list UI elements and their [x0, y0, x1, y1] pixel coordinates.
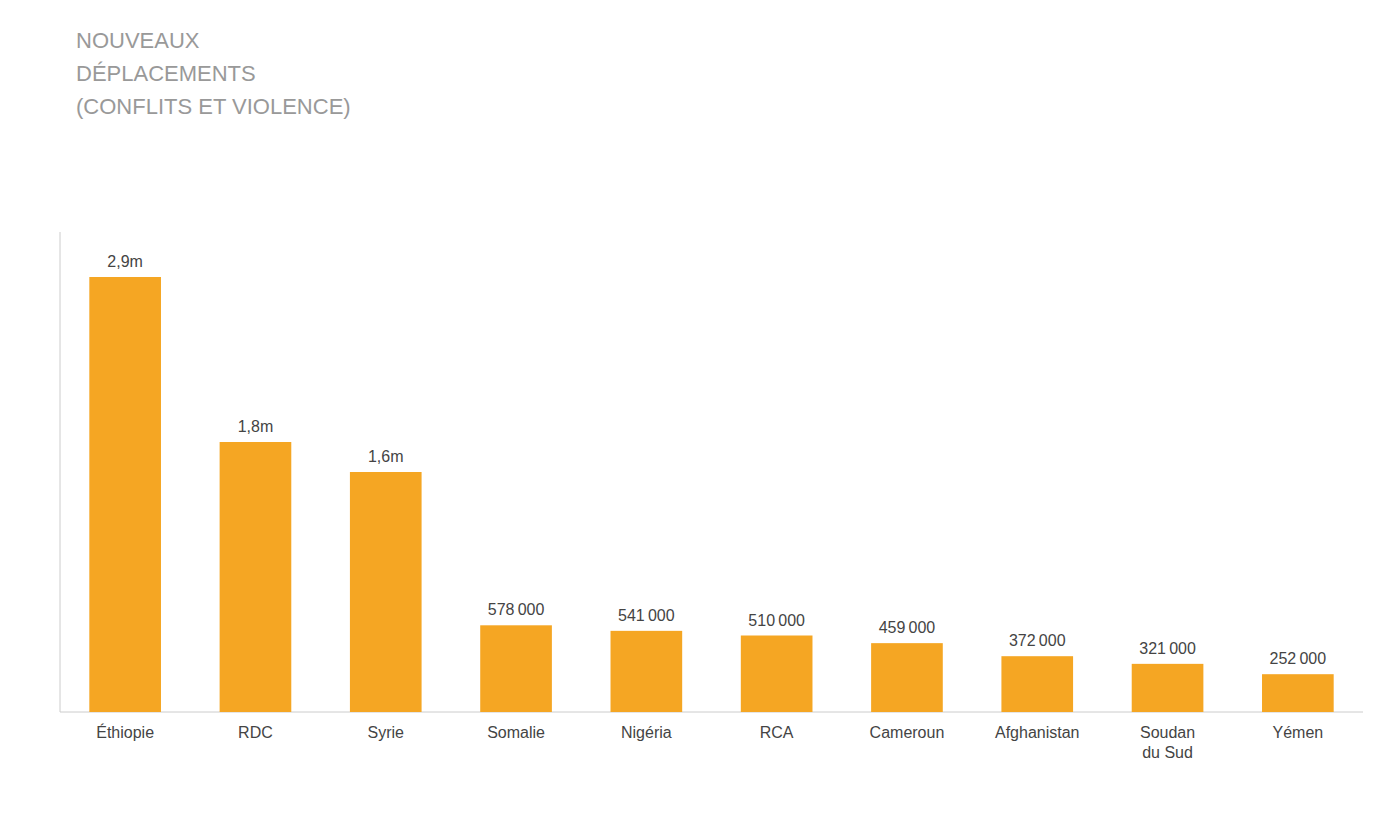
- x-tick-label: Éthiopie: [96, 723, 154, 741]
- bar: [611, 631, 683, 712]
- bar: [220, 442, 292, 712]
- x-tick-label: RCA: [760, 724, 794, 741]
- x-tick-label: Afghanistan: [995, 724, 1080, 741]
- data-label: 578 000: [488, 601, 545, 618]
- x-tick-label: RDC: [238, 724, 273, 741]
- bar: [1001, 656, 1073, 712]
- data-label: 2,9m: [107, 253, 143, 270]
- bar: [350, 472, 422, 712]
- chart-container: NOUVEAUXDÉPLACEMENTS(CONFLITS ET VIOLENC…: [0, 0, 1391, 828]
- data-label: 541 000: [618, 607, 675, 624]
- data-label: 372 000: [1009, 632, 1066, 649]
- x-tick-label: Somalie: [487, 724, 545, 741]
- bar: [871, 643, 943, 712]
- bar: [1132, 664, 1204, 712]
- data-label: 1,8m: [238, 418, 274, 435]
- bars: [89, 277, 1333, 712]
- x-tick-label: Yémen: [1272, 724, 1323, 741]
- data-label: 1,6m: [368, 448, 404, 465]
- chart-svg: NOUVEAUXDÉPLACEMENTS(CONFLITS ET VIOLENC…: [0, 0, 1391, 828]
- x-tick-label: Nigéria: [621, 724, 672, 741]
- data-label: 321 000: [1139, 640, 1196, 657]
- data-label: 252 000: [1270, 650, 1327, 667]
- x-tick-label: Soudandu Sud: [1140, 724, 1195, 761]
- bar: [89, 277, 161, 712]
- y-axis-line: [60, 232, 61, 712]
- x-tick-label: Cameroun: [870, 724, 945, 741]
- background: [0, 0, 1391, 828]
- bar: [1262, 674, 1334, 712]
- data-label: 459 000: [879, 619, 936, 636]
- title: NOUVEAUXDÉPLACEMENTS(CONFLITS ET VIOLENC…: [76, 28, 351, 119]
- bar: [480, 625, 552, 712]
- x-tick-label: Syrie: [368, 724, 405, 741]
- bar: [741, 636, 813, 713]
- data-label: 510 000: [748, 612, 805, 629]
